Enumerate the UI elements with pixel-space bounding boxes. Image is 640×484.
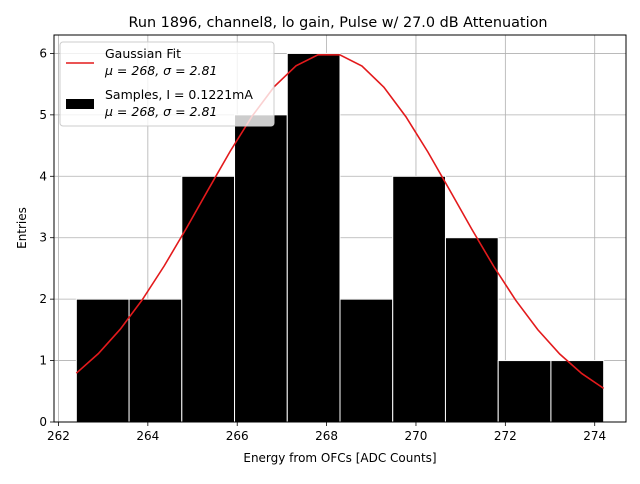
gaussian-fit-line (75, 53, 605, 390)
x-axis-label: Energy from OFCs [ADC Counts] (243, 451, 436, 465)
x-tick-label-5: 272 (494, 429, 517, 443)
x-axis-ticks: 262 264 266 268 270 272 274 (47, 422, 606, 443)
histogram-bar-3 (234, 114, 288, 423)
histogram-bar-7 (444, 237, 499, 423)
histogram-bar-4 (286, 52, 341, 423)
legend-samples-swatch (66, 99, 94, 109)
fit-curve-group (75, 53, 605, 390)
y-tick-label-6: 6 (39, 46, 47, 60)
x-tick-label-3: 268 (315, 429, 338, 443)
chart-title: Run 1896, channel8, lo gain, Pulse w/ 27… (129, 15, 548, 31)
y-tick-label-4: 4 (39, 169, 47, 183)
y-tick-label-5: 5 (39, 108, 47, 122)
x-tick-label-2: 266 (226, 429, 249, 443)
histogram-bars (75, 52, 605, 423)
plot-frame (53, 34, 627, 423)
x-tick-label-6: 274 (583, 429, 606, 443)
y-tick-label-3: 3 (39, 231, 47, 245)
y-tick-label-2: 2 (39, 292, 47, 306)
legend: Gaussian Fit μ = 268, σ = 2.81 Samples, … (59, 41, 275, 127)
x-tick-label-0: 262 (47, 429, 70, 443)
y-tick-label-1: 1 (39, 354, 47, 368)
legend-samples-label: Samples, I = 0.1221mA (105, 87, 253, 102)
legend-samples-stats: μ = 268, σ = 2.81 (104, 104, 217, 119)
y-axis-label: Entries (15, 207, 29, 249)
histogram-bar-2 (181, 175, 236, 423)
y-axis-ticks: 0 1 2 3 4 5 6 (39, 46, 54, 429)
histogram-bar-6 (392, 175, 446, 423)
x-tick-label-4: 270 (405, 429, 428, 443)
y-tick-label-0: 0 (39, 415, 47, 429)
x-tick-label-1: 264 (136, 429, 159, 443)
histogram-bar-8 (497, 360, 552, 423)
histogram-bar-1 (128, 298, 183, 423)
histogram-bar-0 (75, 298, 130, 423)
legend-box (59, 41, 275, 127)
histogram-bar-5 (339, 298, 394, 423)
legend-fit-stats: μ = 268, σ = 2.81 (104, 63, 217, 78)
legend-fit-label: Gaussian Fit (105, 46, 181, 61)
